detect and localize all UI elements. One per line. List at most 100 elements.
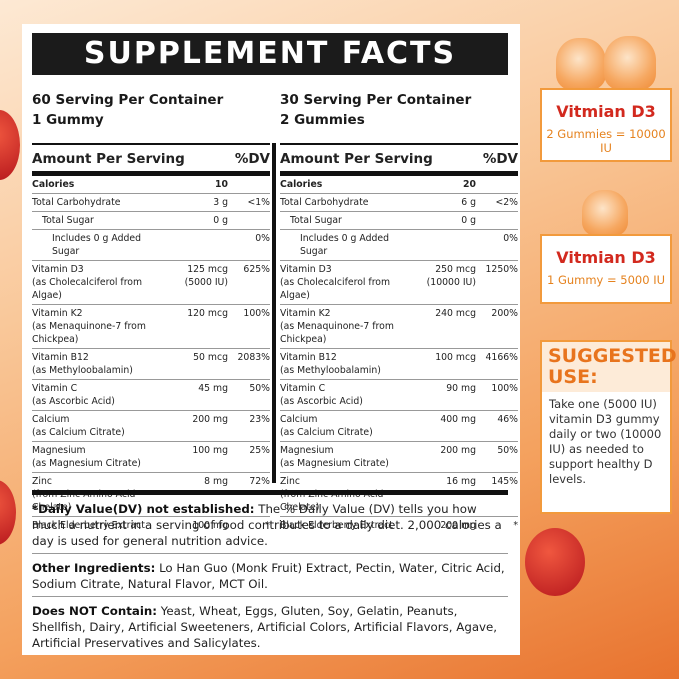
amount-cell: 120 mcg bbox=[162, 307, 228, 346]
dv-cell: 0% bbox=[476, 232, 518, 258]
calories-label: Calories bbox=[32, 179, 75, 190]
nutrient-source: (as Menaquinone-7 from Chickpea) bbox=[280, 321, 394, 345]
nutrient-cell: Calcium (as Calcium Citrate) bbox=[280, 413, 410, 439]
nutrient-cell: Vitamin C (as Ascorbic Acid) bbox=[32, 382, 162, 408]
footnotes: *Daily Value(DV) not established: The % … bbox=[32, 490, 508, 655]
amount-cell: 400 mg bbox=[410, 413, 476, 439]
dv-cell: 1250% bbox=[476, 263, 519, 302]
nutrient-row: Vitamin K2 (as Menaquinone-7 from Chickpe… bbox=[280, 304, 518, 348]
amount: 200 mg bbox=[440, 445, 476, 456]
nutrient-cell: Includes 0 g Added Sugar bbox=[32, 232, 162, 258]
daily-value: 625% bbox=[243, 264, 270, 275]
daily-value: 2083% bbox=[237, 352, 271, 363]
nutrient-name: Vitamin D3 bbox=[32, 264, 84, 275]
nutrient-name: Black Elderberry Extract bbox=[280, 520, 393, 531]
dv-cell bbox=[476, 178, 518, 191]
nutrient-source: (as Cholecalciferol from Algae) bbox=[280, 277, 391, 301]
nutrient-name: Zinc bbox=[32, 476, 52, 487]
nutrient-name: Total Sugar bbox=[290, 215, 342, 226]
amount: 0 g bbox=[461, 215, 476, 226]
usage-box: SUGGESTED USE: Take one (5000 IU) vitami… bbox=[540, 340, 677, 514]
daily-value: 0% bbox=[255, 233, 270, 244]
amount-cell: 200 mg bbox=[410, 519, 476, 532]
nutrient-source: (as Calcium Citrate) bbox=[280, 427, 373, 438]
nutrient-row: Vitamin D3 (as Cholecalciferol from Algae… bbox=[32, 260, 270, 304]
amount-header: Amount Per Serving bbox=[32, 151, 185, 167]
nutrient-name: Includes 0 g Added Sugar bbox=[300, 233, 389, 257]
daily-value: * bbox=[265, 520, 270, 531]
daily-value: 25% bbox=[249, 445, 270, 456]
nutrient-row: Total Carbohydrate 3 g <1% bbox=[32, 193, 270, 211]
facts-panel: SUPPLEMENT FACTS 60 Serving Per Containe… bbox=[22, 24, 520, 655]
serving-size: 1 Gummy bbox=[32, 112, 104, 128]
nutrient-cell: Vitamin K2 (as Menaquinone-7 from Chickpe… bbox=[280, 307, 410, 346]
panel-title: SUPPLEMENT FACTS bbox=[32, 33, 508, 75]
serving-size: 2 Gummies bbox=[280, 112, 365, 128]
nutrient-cell: Includes 0 g Added Sugar bbox=[280, 232, 410, 258]
footnote: *Daily Value(DV) not established: The % … bbox=[32, 501, 508, 554]
daily-value: 200% bbox=[491, 308, 518, 319]
nutrient-source: (as Magnesium Citrate) bbox=[32, 458, 141, 469]
product-card: Vitmian D3 1 Gummy = 5000 IU bbox=[540, 234, 672, 304]
nutrient-source: (as Ascorbic Acid) bbox=[32, 396, 115, 407]
amount: 90 mg bbox=[446, 383, 476, 394]
card-title: Vitmian D3 bbox=[556, 102, 656, 121]
nutrient-name: Zinc bbox=[280, 476, 300, 487]
nutrient-source: (as Calcium Citrate) bbox=[32, 427, 125, 438]
gummy-image bbox=[604, 36, 656, 90]
nutrient-row: Total Carbohydrate 6 g <2% bbox=[280, 193, 518, 211]
nutrient-cell: Magnesium (as Magnesium Citrate) bbox=[280, 444, 410, 470]
daily-value: 1250% bbox=[485, 264, 519, 275]
calories-value: 20 bbox=[463, 179, 476, 190]
amount-cell bbox=[162, 232, 228, 258]
amount: 0 g bbox=[213, 215, 228, 226]
amount: 3 g bbox=[213, 197, 228, 208]
daily-value: <1% bbox=[247, 197, 270, 208]
dv-header: %DV bbox=[482, 151, 518, 167]
amount-cell: 0 g bbox=[410, 214, 476, 227]
column-header: Amount Per Serving %DV bbox=[32, 143, 270, 176]
servings: 60 Serving Per Container bbox=[32, 92, 224, 108]
nutrient-row: Vitamin C (as Ascorbic Acid) 45 mg 50% bbox=[32, 379, 270, 410]
nutrient-cell: Vitamin D3 (as Cholecalciferol from Algae… bbox=[32, 263, 162, 302]
amount: 100 mg bbox=[192, 520, 228, 531]
nutrient-cell: Total Sugar bbox=[32, 214, 162, 227]
serving-info: 60 Serving Per Container 1 Gummy bbox=[32, 90, 223, 130]
calories-label: Calories bbox=[280, 179, 323, 190]
card-dose: 2 Gummies = 10000 IU bbox=[546, 127, 666, 155]
nutrient-cell: Vitamin C (as Ascorbic Acid) bbox=[280, 382, 410, 408]
amount-cell: 16 mg bbox=[410, 475, 476, 514]
daily-value: 50% bbox=[497, 445, 518, 456]
decor-berry bbox=[0, 480, 16, 545]
nutrient-name: Calcium bbox=[280, 414, 318, 425]
dv-cell: 25% bbox=[228, 444, 270, 470]
dv-cell: * bbox=[476, 519, 518, 532]
decor-berry bbox=[525, 528, 585, 596]
nutrient-row: Vitamin C (as Ascorbic Acid) 90 mg 100% bbox=[280, 379, 518, 410]
amount: 50 mcg bbox=[193, 352, 228, 363]
servings: 30 Serving Per Container bbox=[280, 92, 472, 108]
footnote-text: Yeast, Wheat, Eggs, Gluten, Soy, Gelatin… bbox=[32, 604, 498, 650]
nutrient-cell: Vitamin B12 (as Methyloobalamin) bbox=[32, 351, 162, 377]
amount-note: (5000 IU) bbox=[184, 277, 228, 288]
nutrient-source: (as Menaquinone-7 from Chickpea) bbox=[32, 321, 146, 345]
daily-value: 23% bbox=[249, 414, 270, 425]
nutrient-source: (as Cholecalciferol from Algae) bbox=[32, 277, 143, 301]
nutrient-row: Magnesium (as Magnesium Citrate) 200 mg 50% bbox=[280, 441, 518, 472]
nutrient-row: Black Elderberry Extract 100 mg * bbox=[32, 516, 270, 534]
dv-cell bbox=[476, 214, 518, 227]
decor-berry bbox=[0, 110, 20, 180]
nutrient-name: Vitamin B12 bbox=[280, 352, 337, 363]
nutrient-cell: Total Carbohydrate bbox=[32, 196, 162, 209]
daily-value: 46% bbox=[497, 414, 518, 425]
amount-cell: 100 mg bbox=[162, 444, 228, 470]
amount: 16 mg bbox=[446, 476, 476, 487]
amount: 6 g bbox=[461, 197, 476, 208]
dv-cell: <1% bbox=[228, 196, 270, 209]
amount-cell: 200 mg bbox=[410, 444, 476, 470]
nutrient-row: Calcium (as Calcium Citrate) 200 mg 23% bbox=[32, 410, 270, 441]
facts-column: Amount Per Serving %DV Calories 20 Total Car… bbox=[280, 143, 518, 534]
nutrient-cell: Black Elderberry Extract bbox=[32, 519, 162, 532]
daily-value: 0% bbox=[503, 233, 518, 244]
dv-cell: 0% bbox=[228, 232, 270, 258]
